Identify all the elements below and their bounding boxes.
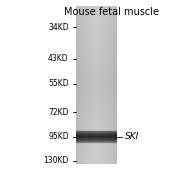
Text: 72KD: 72KD	[48, 108, 69, 117]
Text: 130KD: 130KD	[43, 156, 69, 165]
Text: 95KD: 95KD	[48, 132, 69, 141]
Text: Mouse fetal muscle: Mouse fetal muscle	[64, 7, 159, 17]
Text: 55KD: 55KD	[48, 79, 69, 88]
Text: 43KD: 43KD	[48, 55, 69, 64]
Text: SKI: SKI	[125, 132, 140, 141]
Text: 34KD: 34KD	[48, 22, 69, 32]
